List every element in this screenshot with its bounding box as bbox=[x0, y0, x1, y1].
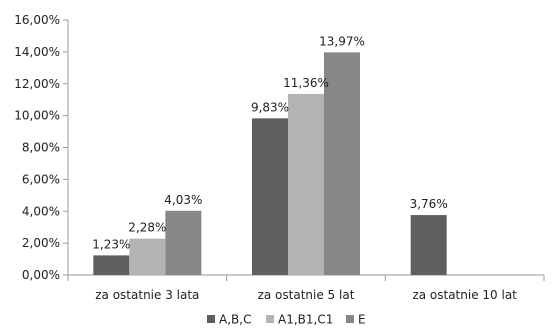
bars bbox=[93, 52, 447, 276]
x-tick-label: za ostatnie 5 lat bbox=[258, 288, 355, 302]
legend-label: A1,B1,C1 bbox=[278, 313, 333, 327]
bar bbox=[165, 210, 202, 275]
x-tick-label: za ostatnie 10 lat bbox=[412, 288, 517, 302]
y-tick-label: 12,00% bbox=[14, 77, 60, 91]
legend-label: A,B,C bbox=[219, 313, 251, 327]
y-tick-label: 16,00% bbox=[14, 13, 60, 27]
data-label: 3,76% bbox=[410, 197, 448, 211]
data-label: 1,23% bbox=[92, 237, 130, 251]
y-tick-label: 4,00% bbox=[22, 204, 60, 218]
legend-item: A,B,C bbox=[207, 313, 251, 327]
y-tick-label: 10,00% bbox=[14, 109, 60, 123]
legend: A,B,C A1,B1,C1 E bbox=[207, 313, 366, 327]
data-label: 4,03% bbox=[164, 193, 202, 207]
legend-item: E bbox=[346, 313, 366, 327]
y-tick-label: 6,00% bbox=[22, 172, 60, 186]
x-tick-label: za ostatnie 3 lata bbox=[95, 288, 199, 302]
data-label: 13,97% bbox=[319, 34, 365, 48]
bar bbox=[129, 238, 166, 275]
data-label: 9,83% bbox=[251, 100, 289, 114]
legend-swatch bbox=[207, 315, 215, 323]
bar bbox=[252, 118, 288, 275]
y-tick-label: 0,00% bbox=[22, 268, 60, 282]
bar bbox=[288, 93, 324, 275]
legend-item: A1,B1,C1 bbox=[266, 313, 333, 327]
legend-swatch bbox=[346, 315, 354, 323]
legend-label: E bbox=[358, 313, 366, 327]
bar bbox=[410, 215, 447, 275]
bar bbox=[324, 52, 360, 276]
legend-swatch bbox=[266, 315, 274, 323]
bar bbox=[93, 255, 130, 275]
y-tick-label: 2,00% bbox=[22, 236, 60, 250]
y-tick-label: 8,00% bbox=[22, 141, 60, 155]
data-labels: 1,23% 2,28% 4,03% 9,83% 11,36% 13,97% 3,76% bbox=[92, 34, 447, 251]
data-label: 2,28% bbox=[128, 221, 166, 235]
y-axis: 0,00% 2,00% 4,00% 6,00% 8,00% 10,00% 12,00% 14,… bbox=[14, 13, 69, 282]
data-label: 11,36% bbox=[283, 76, 329, 90]
x-axis: za ostatnie 3 lata za ostatnie 5 lat za os… bbox=[67, 274, 545, 302]
y-tick-label: 14,00% bbox=[14, 45, 60, 59]
